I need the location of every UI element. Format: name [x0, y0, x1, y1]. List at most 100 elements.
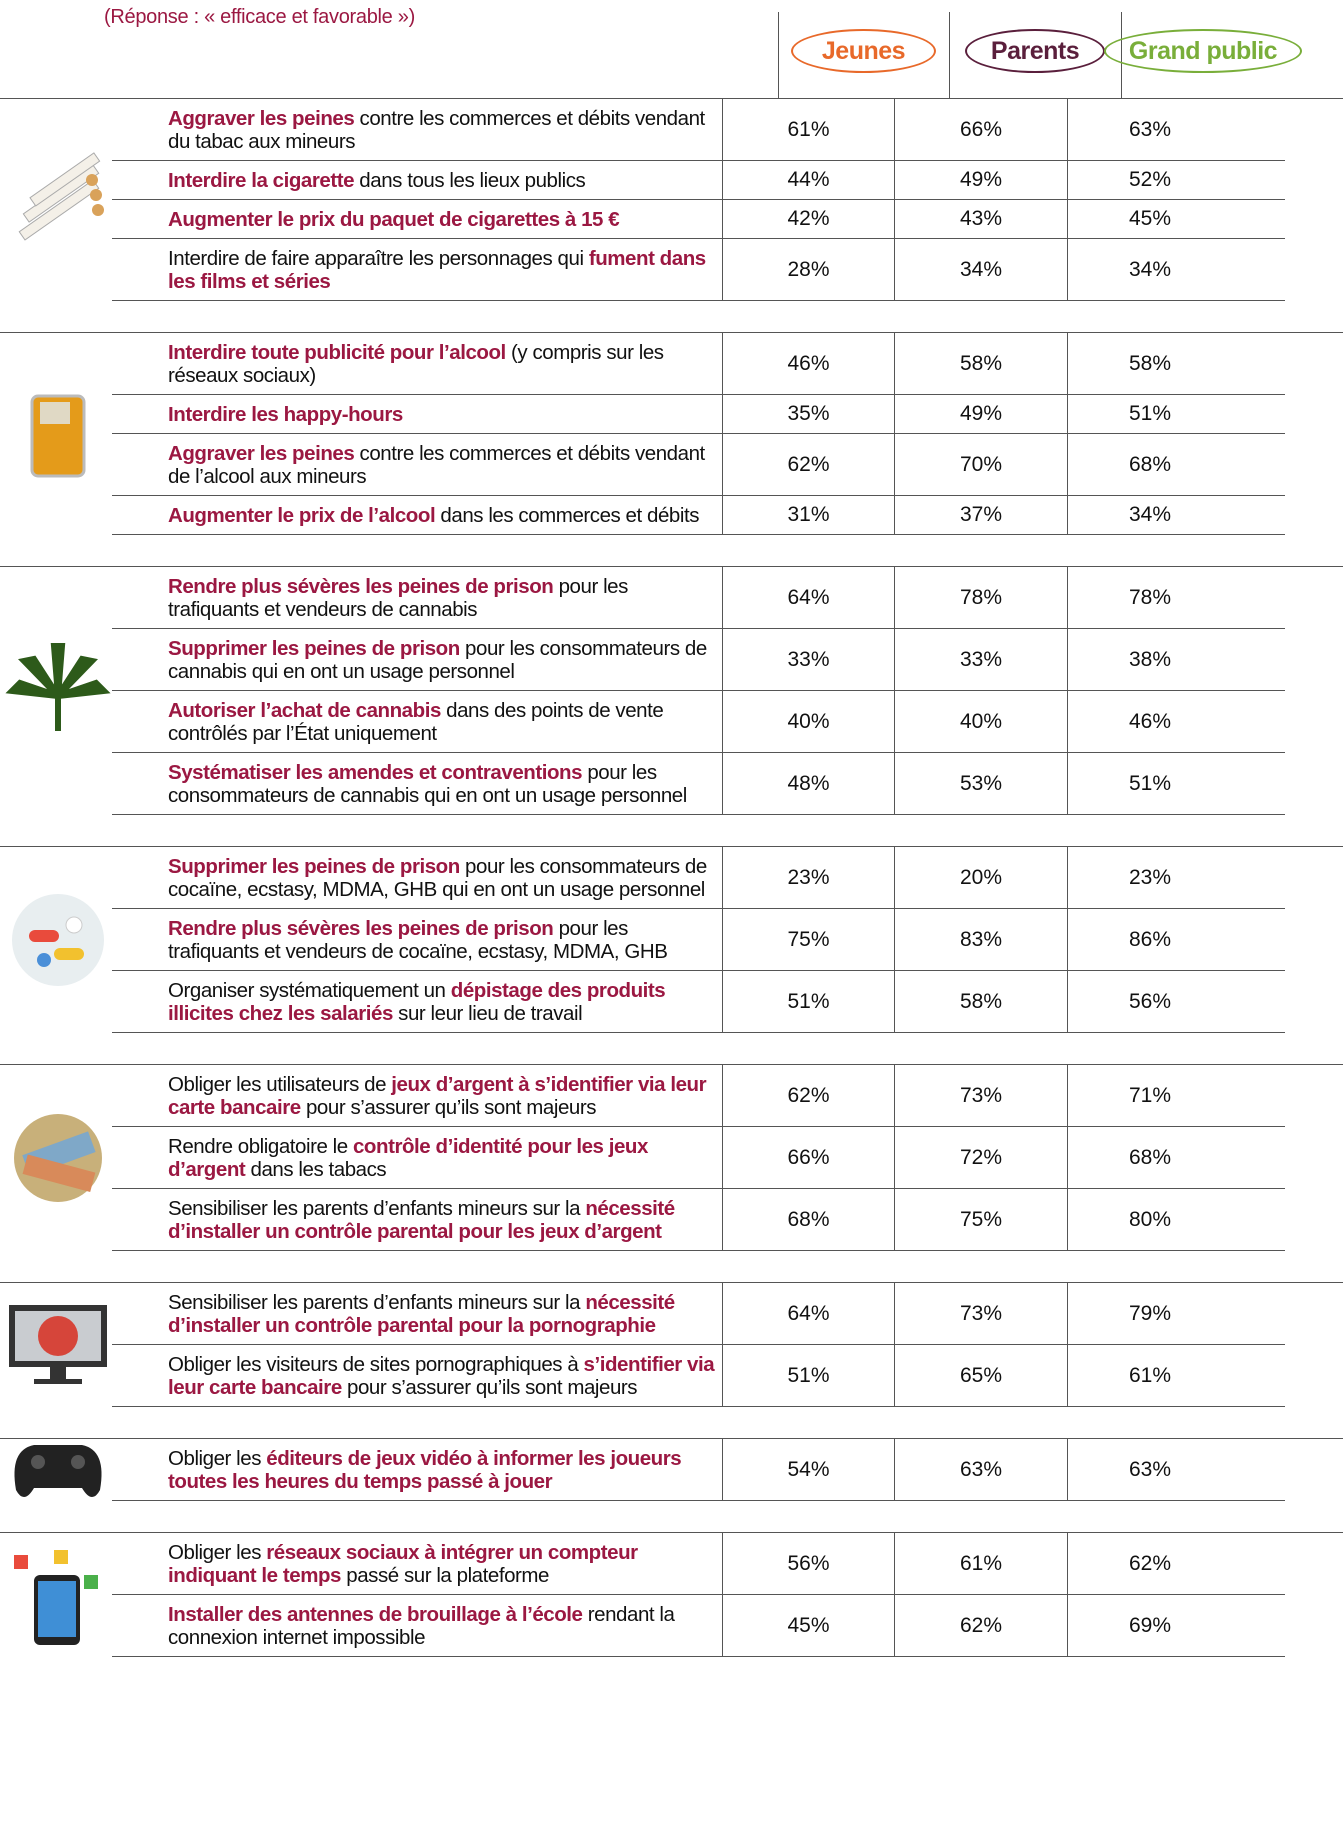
value-cell: 63% [894, 1439, 1067, 1500]
text-part: Interdire toute publicité pour l’alcool [168, 341, 506, 364]
group-icon [18, 152, 105, 241]
text-part: Rendre obligatoire le [168, 1135, 353, 1158]
text-part: pour les trafiquants et vendeurs de cann… [168, 575, 628, 621]
value-cell: 54% [722, 1439, 894, 1500]
row-group: Obliger les éditeurs de jeux vidéo à inf… [0, 1438, 1343, 1501]
table-row: Sensibiliser les parents d’enfants mineu… [112, 1283, 1285, 1345]
measure-text: Aggraver les peines contre les commerces… [112, 99, 722, 160]
text-part: dans les tabacs [245, 1158, 387, 1181]
measure-text: Sensibiliser les parents d’enfants mineu… [112, 1283, 722, 1344]
text-part: dans tous les lieux publics [354, 169, 586, 192]
measure-text: Rendre plus sévères les peines de prison… [112, 909, 722, 970]
text-part: Interdire les happy-hours [168, 403, 403, 426]
text-part: pour les consommateurs de cannabis qui e… [168, 761, 687, 807]
text-part: Augmenter le prix de l’alcool [168, 504, 436, 527]
value-cell: 73% [894, 1065, 1067, 1126]
group-icon [14, 1550, 98, 1645]
measure-text: Autoriser l’achat de cannabis dans des p… [112, 691, 722, 752]
value-cell: 62% [894, 1595, 1067, 1656]
value-cell: 35% [722, 395, 894, 433]
text-part: Obliger les [168, 1541, 267, 1564]
text-part: Sensibiliser les parents d’enfants mineu… [168, 1291, 586, 1314]
value-cell: 56% [722, 1533, 894, 1594]
table-row: Organiser systématiquement un dépistage … [112, 971, 1285, 1033]
value-cell: 42% [722, 200, 894, 238]
group-icon [9, 1305, 107, 1384]
header-divider [949, 12, 950, 98]
value-cell: 34% [1067, 239, 1232, 300]
measure-text: Rendre obligatoire le contrôle d’identit… [112, 1127, 722, 1188]
value-cell: 43% [894, 200, 1067, 238]
measure-text: Interdire toute publicité pour l’alcool … [112, 333, 722, 394]
value-cell: 23% [1067, 847, 1232, 908]
measure-text: Sensibiliser les parents d’enfants mineu… [112, 1189, 722, 1250]
table-row: Augmenter le prix du paquet de cigarette… [112, 200, 1285, 239]
note: (Réponse : « efficace et favorable ») [104, 6, 415, 28]
table-row: Rendre plus sévères les peines de prison… [112, 909, 1285, 971]
value-cell: 61% [722, 99, 894, 160]
table-row: Augmenter le prix de l’alcool dans les c… [112, 496, 1285, 535]
text-part: Rendre plus sévères les peines de prison [168, 917, 554, 940]
table-row: Interdire toute publicité pour l’alcool … [112, 333, 1285, 395]
value-cell: 64% [722, 567, 894, 628]
text-part: Obliger les visiteurs de sites pornograp… [168, 1353, 584, 1376]
value-cell: 38% [1067, 629, 1232, 690]
value-cell: 44% [722, 161, 894, 199]
text-part: contrôle d’identité pour les jeux d’arge… [168, 1135, 648, 1181]
value-cell: 20% [894, 847, 1067, 908]
text-part: (y compris sur les réseaux sociaux) [168, 341, 664, 387]
text-part: nécessité d’installer un contrôle parent… [168, 1291, 675, 1337]
table-row: Installer des antennes de brouillage à l… [112, 1595, 1285, 1657]
value-cell: 58% [894, 971, 1067, 1032]
row-group: Supprimer les peines de prison pour les … [0, 846, 1343, 1033]
column-header: Grand public [1104, 29, 1302, 73]
measure-text: Supprimer les peines de prison pour les … [112, 847, 722, 908]
text-part: Autoriser l’achat de cannabis [168, 699, 441, 722]
text-part: Installer des antennes de brouillage à l… [168, 1603, 583, 1626]
value-cell: 46% [722, 333, 894, 394]
measure-text: Organiser systématiquement un dépistage … [112, 971, 722, 1032]
row-group: Aggraver les peines contre les commerces… [0, 98, 1343, 301]
table-row: Autoriser l’achat de cannabis dans des p… [112, 691, 1285, 753]
text-part: dans les commerces et débits [435, 504, 700, 527]
table-row: Obliger les réseaux sociaux à intégrer u… [112, 1533, 1285, 1595]
value-cell: 72% [894, 1127, 1067, 1188]
text-part: Obliger les utilisateurs de [168, 1073, 392, 1096]
text-part: Systématiser les amendes et contraventio… [168, 761, 583, 784]
value-cell: 46% [1067, 691, 1232, 752]
value-cell: 40% [722, 691, 894, 752]
text-part: sur leur lieu de travail [392, 1002, 583, 1025]
value-cell: 51% [1067, 753, 1232, 814]
value-cell: 61% [894, 1533, 1067, 1594]
text-part: Supprimer les peines de prison [168, 637, 460, 660]
value-cell: 31% [722, 496, 894, 534]
row-group: Rendre plus sévères les peines de prison… [0, 566, 1343, 815]
value-cell: 68% [722, 1189, 894, 1250]
text-part: rendant la connexion internet impossible [168, 1603, 675, 1649]
value-cell: 79% [1067, 1283, 1232, 1344]
measure-text: Obliger les utilisateurs de jeux d’argen… [112, 1065, 722, 1126]
text-part: Interdire de faire apparaître les person… [168, 247, 589, 270]
text-part: pour les consommateurs de cannabis qui e… [168, 637, 707, 683]
value-cell: 53% [894, 753, 1067, 814]
value-cell: 73% [894, 1283, 1067, 1344]
value-cell: 80% [1067, 1189, 1232, 1250]
text-part: pour s’assurer qu’ils sont majeurs [341, 1376, 638, 1399]
table-row: Systématiser les amendes et contraventio… [112, 753, 1285, 815]
column-header: Jeunes [791, 29, 936, 73]
table: Aggraver les peines contre les commerces… [0, 98, 1343, 1688]
table-row: Obliger les utilisateurs de jeux d’argen… [112, 1065, 1285, 1127]
value-cell: 66% [722, 1127, 894, 1188]
value-cell: 86% [1067, 909, 1232, 970]
text-part: fument dans les films et séries [168, 247, 706, 293]
table-row: Interdire de faire apparaître les person… [112, 239, 1285, 301]
value-cell: 68% [1067, 1127, 1232, 1188]
text-part: dépistage des produits illicites chez le… [168, 979, 666, 1025]
value-cell: 63% [1067, 99, 1232, 160]
value-cell: 66% [894, 99, 1067, 160]
group-icon [14, 1114, 102, 1202]
value-cell: 51% [722, 1345, 894, 1406]
row-group: Interdire toute publicité pour l’alcool … [0, 332, 1343, 535]
value-cell: 56% [1067, 971, 1232, 1032]
text-part: nécessité d’installer un contrôle parent… [168, 1197, 675, 1243]
